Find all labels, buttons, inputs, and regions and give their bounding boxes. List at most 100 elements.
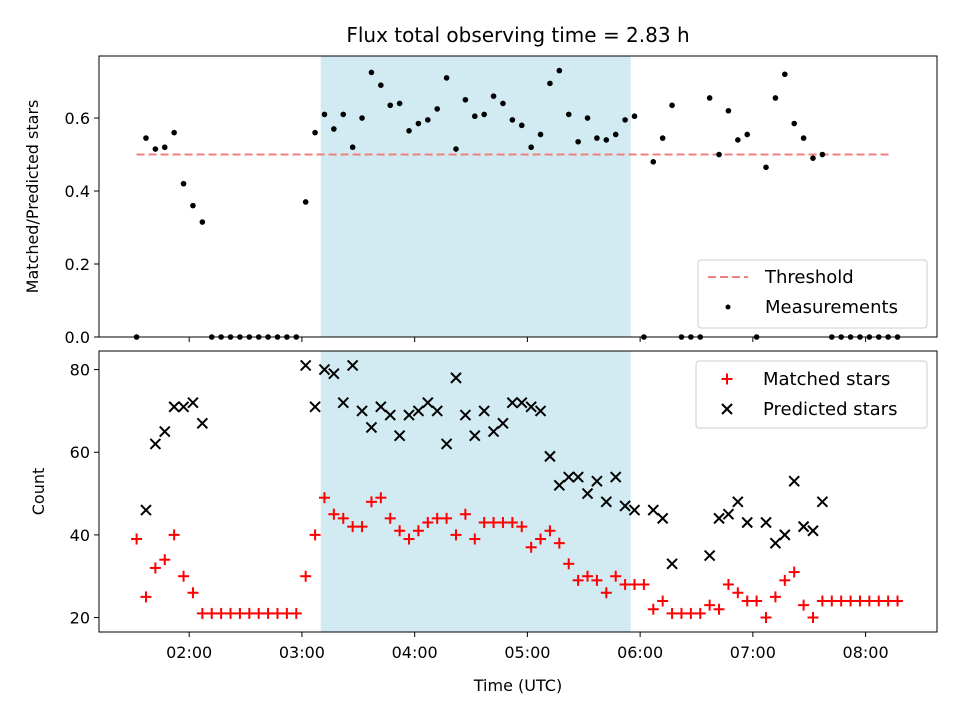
predicted-stars-points [140, 359, 829, 570]
predicted-star-point [779, 529, 791, 541]
measurement-point [396, 100, 403, 107]
count-legend-box [695, 360, 928, 429]
legend-predicted-marker [721, 403, 733, 415]
matched-star-point [535, 533, 547, 545]
legend-matched-marker [721, 373, 733, 385]
matched-star-point [591, 574, 603, 586]
matched-star-point [478, 516, 490, 528]
measurement-points [133, 67, 901, 340]
measurement-point [518, 122, 525, 129]
matched-star-point [271, 607, 283, 619]
measurement-point [312, 129, 318, 136]
matched-star-point [206, 607, 218, 619]
matched-star-point [243, 607, 255, 619]
measurement-point [791, 120, 798, 127]
measurement-point [509, 117, 516, 123]
count-y-tick-label: 40 [70, 526, 90, 545]
matched-star-point [638, 578, 650, 590]
matched-star-point [525, 541, 537, 553]
ratio-panel: 0.0 0.2 0.4 0.6 Matched/Predicted stars Thr… [23, 55, 938, 347]
predicted-star-point [168, 401, 180, 413]
matched-star-point [553, 537, 565, 549]
predicted-star-point [516, 396, 528, 409]
matched-star-point [675, 607, 687, 619]
matched-star-point [149, 562, 161, 574]
matched-star-point [403, 533, 415, 545]
measurement-point [547, 80, 553, 87]
measurement-point [481, 111, 487, 118]
ratio-y-label: Matched/Predicted stars [23, 100, 42, 294]
matched-star-point [347, 521, 359, 533]
matched-star-point [506, 516, 518, 528]
matched-star-point [826, 595, 838, 607]
matched-star-point [262, 607, 274, 619]
measurement-point [735, 137, 741, 143]
measurement-point [406, 128, 412, 134]
predicted-star-point [666, 558, 678, 570]
predicted-star-point [609, 471, 622, 483]
predicted-star-point [328, 368, 340, 380]
measurement-point [659, 135, 666, 141]
x-tick-label: 03:00 [279, 643, 325, 662]
predicted-star-point [384, 409, 396, 421]
matched-star-point [816, 595, 828, 607]
predicted-star-point [431, 405, 443, 417]
matched-star-point [863, 595, 875, 607]
measurement-point [387, 102, 394, 109]
matched-star-point [666, 607, 678, 619]
predicted-star-point [177, 401, 190, 413]
measurement-point [471, 113, 478, 120]
matched-star-point [365, 496, 377, 508]
legend-measurements-label: Measurements [765, 297, 898, 318]
measurement-point [500, 100, 506, 107]
predicted-star-point [534, 405, 547, 417]
predicted-star-point [703, 549, 716, 562]
measurement-point [302, 199, 309, 205]
measurement-point [180, 180, 187, 187]
predicted-star-point [412, 405, 425, 417]
matched-star-point [412, 525, 424, 537]
x-tick-label: 04:00 [392, 643, 438, 662]
matched-star-point [600, 587, 612, 599]
matched-star-point [318, 492, 330, 504]
measurement-point [565, 111, 572, 118]
matched-star-point [892, 595, 904, 607]
matched-star-point [610, 570, 622, 582]
matched-star-point [131, 533, 143, 545]
predicted-star-point [159, 425, 171, 438]
predicted-star-point [807, 525, 819, 537]
matched-star-point [873, 595, 885, 607]
count-y-label: Count [29, 468, 48, 516]
measurement-point [171, 129, 177, 136]
measurement-point [415, 120, 422, 127]
matched-star-point [356, 521, 368, 533]
matched-star-point [159, 554, 171, 566]
matched-star-point [704, 599, 716, 611]
measurement-point [810, 155, 816, 161]
matched-star-point [694, 607, 706, 619]
measurement-point [152, 146, 159, 152]
measurement-point [462, 96, 469, 103]
predicted-star-point [525, 401, 537, 413]
predicted-star-point [450, 372, 462, 384]
count-y-axis: 20 40 60 80 [70, 361, 99, 628]
matched-star-point [253, 607, 265, 619]
predicted-star-point [309, 401, 321, 413]
measurement-point [603, 137, 610, 143]
matched-star-point [779, 574, 791, 586]
measurement-point [819, 151, 826, 158]
predicted-star-point [713, 512, 725, 525]
predicted-star-point [797, 520, 810, 533]
predicted-star-point [581, 487, 594, 500]
matched-star-point [845, 595, 857, 607]
matched-star-point [441, 512, 453, 524]
predicted-star-point [572, 471, 584, 483]
predicted-star-point [741, 516, 753, 529]
count-x-axis: 02:00 03:00 04:00 05:00 06:00 07:00 08:00 [166, 632, 889, 662]
legend-matched-label: Matched stars [763, 369, 890, 390]
predicted-star-point [356, 405, 368, 417]
measurement-point [537, 131, 544, 138]
measurement-point [161, 144, 168, 151]
